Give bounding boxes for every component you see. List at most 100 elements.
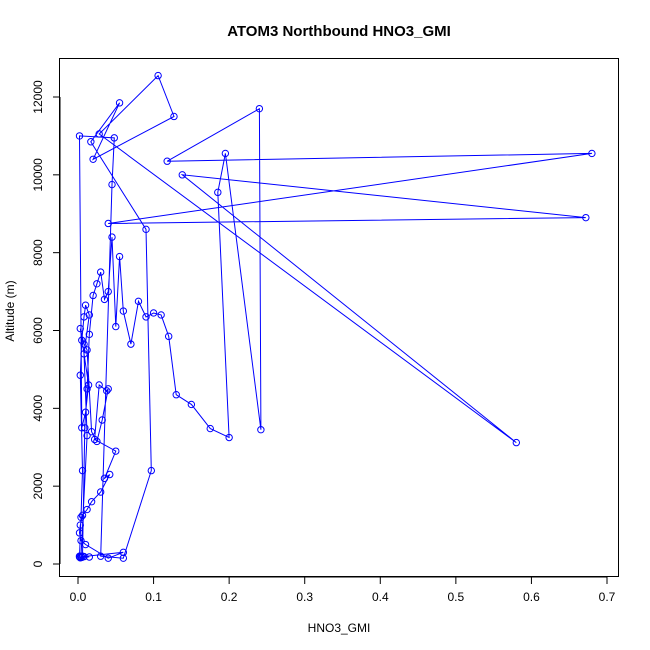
data-point (85, 553, 94, 561)
data-point (147, 466, 156, 475)
x-tick-label: 0.7 (599, 590, 616, 604)
data-point (95, 130, 103, 138)
data-point (172, 391, 180, 399)
y-tick-label: 6000 (31, 317, 45, 344)
data-point (96, 488, 105, 496)
y-tick-label: 2000 (31, 472, 45, 499)
data-point (75, 132, 84, 140)
data-point (134, 297, 143, 306)
data-point (83, 431, 91, 440)
data-point (80, 340, 88, 348)
series-line (78, 74, 592, 559)
data-point (81, 301, 90, 309)
chart-title: ATOM3 Northbound HNO3_GMI (227, 23, 451, 40)
data-point (90, 435, 99, 444)
data-point (78, 466, 87, 475)
data-point (95, 381, 103, 389)
data-point (257, 426, 265, 434)
data-point (80, 552, 88, 561)
data-point (78, 336, 86, 344)
y-axis-label: Altitude (m) (3, 280, 17, 341)
data-point (108, 180, 116, 189)
data-point (119, 307, 128, 315)
data-point (76, 371, 84, 379)
data-point (83, 385, 91, 393)
data-point (119, 548, 128, 557)
data-point (87, 498, 96, 506)
data-point (76, 324, 84, 333)
data-point (78, 511, 87, 520)
data-point (77, 513, 85, 521)
data-point (83, 346, 91, 354)
y-tick-label: 4000 (31, 395, 45, 422)
data-point (89, 155, 97, 163)
data-point (115, 252, 124, 261)
x-tick-label: 0.5 (448, 590, 465, 604)
data-point (87, 427, 96, 436)
data-point (142, 313, 150, 321)
data-point (110, 134, 118, 142)
data-point (85, 330, 94, 339)
data-point (103, 387, 111, 395)
data-point (80, 313, 88, 321)
data-point (170, 112, 178, 121)
data-point (104, 385, 112, 393)
data-point (81, 424, 89, 432)
data-point (96, 268, 105, 276)
x-axis: 0.0 0.1 0.2 0.3 0.4 0.5 0.6 0.7 (70, 576, 616, 604)
data-point (157, 311, 165, 319)
data-point (221, 149, 230, 158)
x-tick-label: 0.2 (221, 590, 238, 604)
data-point (206, 424, 214, 433)
data-point (93, 437, 101, 446)
series-layer (78, 74, 592, 559)
data-point (93, 280, 101, 288)
data-point (83, 505, 91, 514)
data-point (104, 219, 112, 228)
x-tick-label: 0.4 (372, 590, 389, 604)
data-point (187, 400, 196, 409)
data-point (582, 213, 590, 222)
x-tick-label: 0.1 (145, 590, 162, 604)
data-point (164, 332, 173, 341)
data-point (142, 225, 150, 234)
data-point (214, 188, 222, 197)
y-tick-label: 12000 (31, 80, 45, 114)
data-point (127, 340, 135, 348)
y-tick-label: 8000 (31, 239, 45, 266)
data-point (154, 71, 162, 80)
data-point (119, 554, 128, 562)
y-axis: 0 2000 4000 6000 8000 10000 12000 (31, 80, 61, 567)
data-point (108, 233, 116, 241)
data-point (87, 138, 95, 146)
data-point (89, 291, 97, 300)
data-point (112, 322, 120, 331)
data-point (98, 416, 106, 424)
data-point (255, 104, 264, 113)
x-tick-label: 0.3 (296, 590, 313, 604)
data-point (104, 554, 112, 562)
data-point (106, 470, 114, 479)
data-point (225, 433, 233, 442)
data-point (115, 99, 124, 107)
data-point (104, 287, 112, 296)
data-point (81, 408, 90, 416)
data-point (84, 381, 93, 389)
data-point (81, 540, 90, 549)
x-tick-label: 0.6 (523, 590, 540, 604)
data-point (77, 536, 85, 545)
x-axis-label: HNO3_GMI (308, 621, 371, 635)
data-point (178, 171, 186, 179)
y-tick-label: 0 (31, 560, 45, 567)
data-point (76, 521, 84, 529)
data-point (78, 424, 86, 432)
data-point (163, 157, 171, 165)
data-point (112, 447, 120, 455)
data-point (149, 309, 158, 317)
data-point (588, 149, 596, 158)
data-point (85, 311, 94, 319)
data-point (96, 552, 105, 560)
data-point (100, 295, 109, 304)
